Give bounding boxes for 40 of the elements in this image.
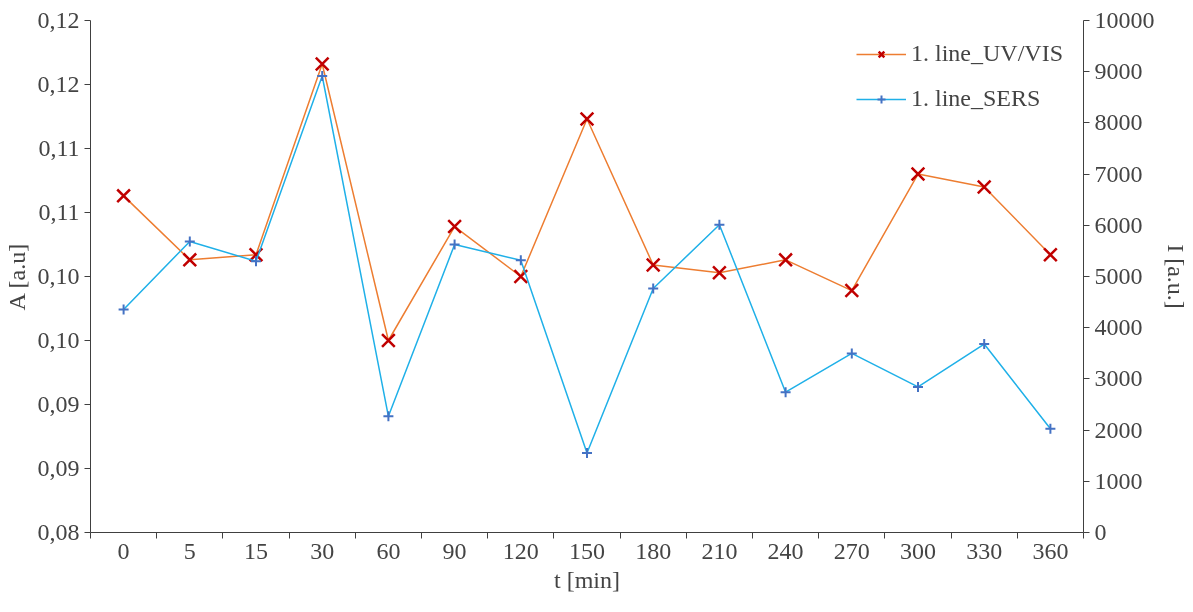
x-tick-label: 210 [701, 537, 738, 564]
x-tick-label: 240 [767, 537, 804, 564]
y2-tick-label: 4000 [1094, 314, 1143, 341]
y-axis-title: A [a.u] [3, 243, 30, 311]
y-tick-label: 0,11 [38, 135, 80, 161]
x-tick-label: 270 [833, 537, 870, 564]
y2-tick-label: 10000 [1094, 7, 1155, 33]
x-tick-label: 0 [117, 537, 130, 564]
y2-tick-label: 6000 [1094, 211, 1143, 238]
y-tick-label: 0,08 [37, 519, 80, 545]
x-tick-label: 90 [442, 537, 467, 564]
y2-tick-label: 3000 [1094, 365, 1143, 392]
y2-tick-label: 7000 [1094, 160, 1143, 187]
x-tick-label: 330 [966, 537, 1003, 564]
x-tick-label: 60 [376, 537, 401, 564]
y-tick-label: 0,09 [37, 391, 80, 417]
y2-tick-label: 2000 [1094, 416, 1143, 443]
x-axis-title: t [min] [554, 566, 621, 593]
y2-tick-label: 5000 [1094, 263, 1143, 289]
x-tick-label: 120 [502, 537, 539, 564]
legend-label: 1. line_SERS [911, 85, 1041, 112]
y-tick-label: 0,10 [37, 327, 80, 353]
y2-tick-label: 0 [1094, 519, 1107, 545]
y-tick-label: 0,10 [37, 263, 80, 289]
y-tick-label: 0,09 [37, 455, 80, 481]
x-tick-label: 5 [183, 537, 196, 564]
y2-tick-label: 1000 [1094, 467, 1143, 494]
y-tick-label: 0,12 [37, 7, 80, 33]
x-tick-label: 30 [310, 537, 335, 564]
legend-label: 1. line_UV/VIS [911, 40, 1063, 67]
x-tick-label: 150 [569, 537, 605, 564]
y-tick-label: 0,12 [37, 71, 80, 97]
y2-tick-label: 8000 [1094, 109, 1143, 136]
x-tick-label: 180 [635, 537, 672, 564]
x-tick-label: 360 [1032, 537, 1069, 564]
y2-axis-title: I [a.u.] [1162, 244, 1189, 309]
x-tick-label: 300 [900, 537, 936, 564]
y-tick-label: 0,11 [38, 199, 80, 225]
x-tick-label: 15 [244, 537, 268, 564]
y2-tick-label: 9000 [1094, 58, 1143, 85]
